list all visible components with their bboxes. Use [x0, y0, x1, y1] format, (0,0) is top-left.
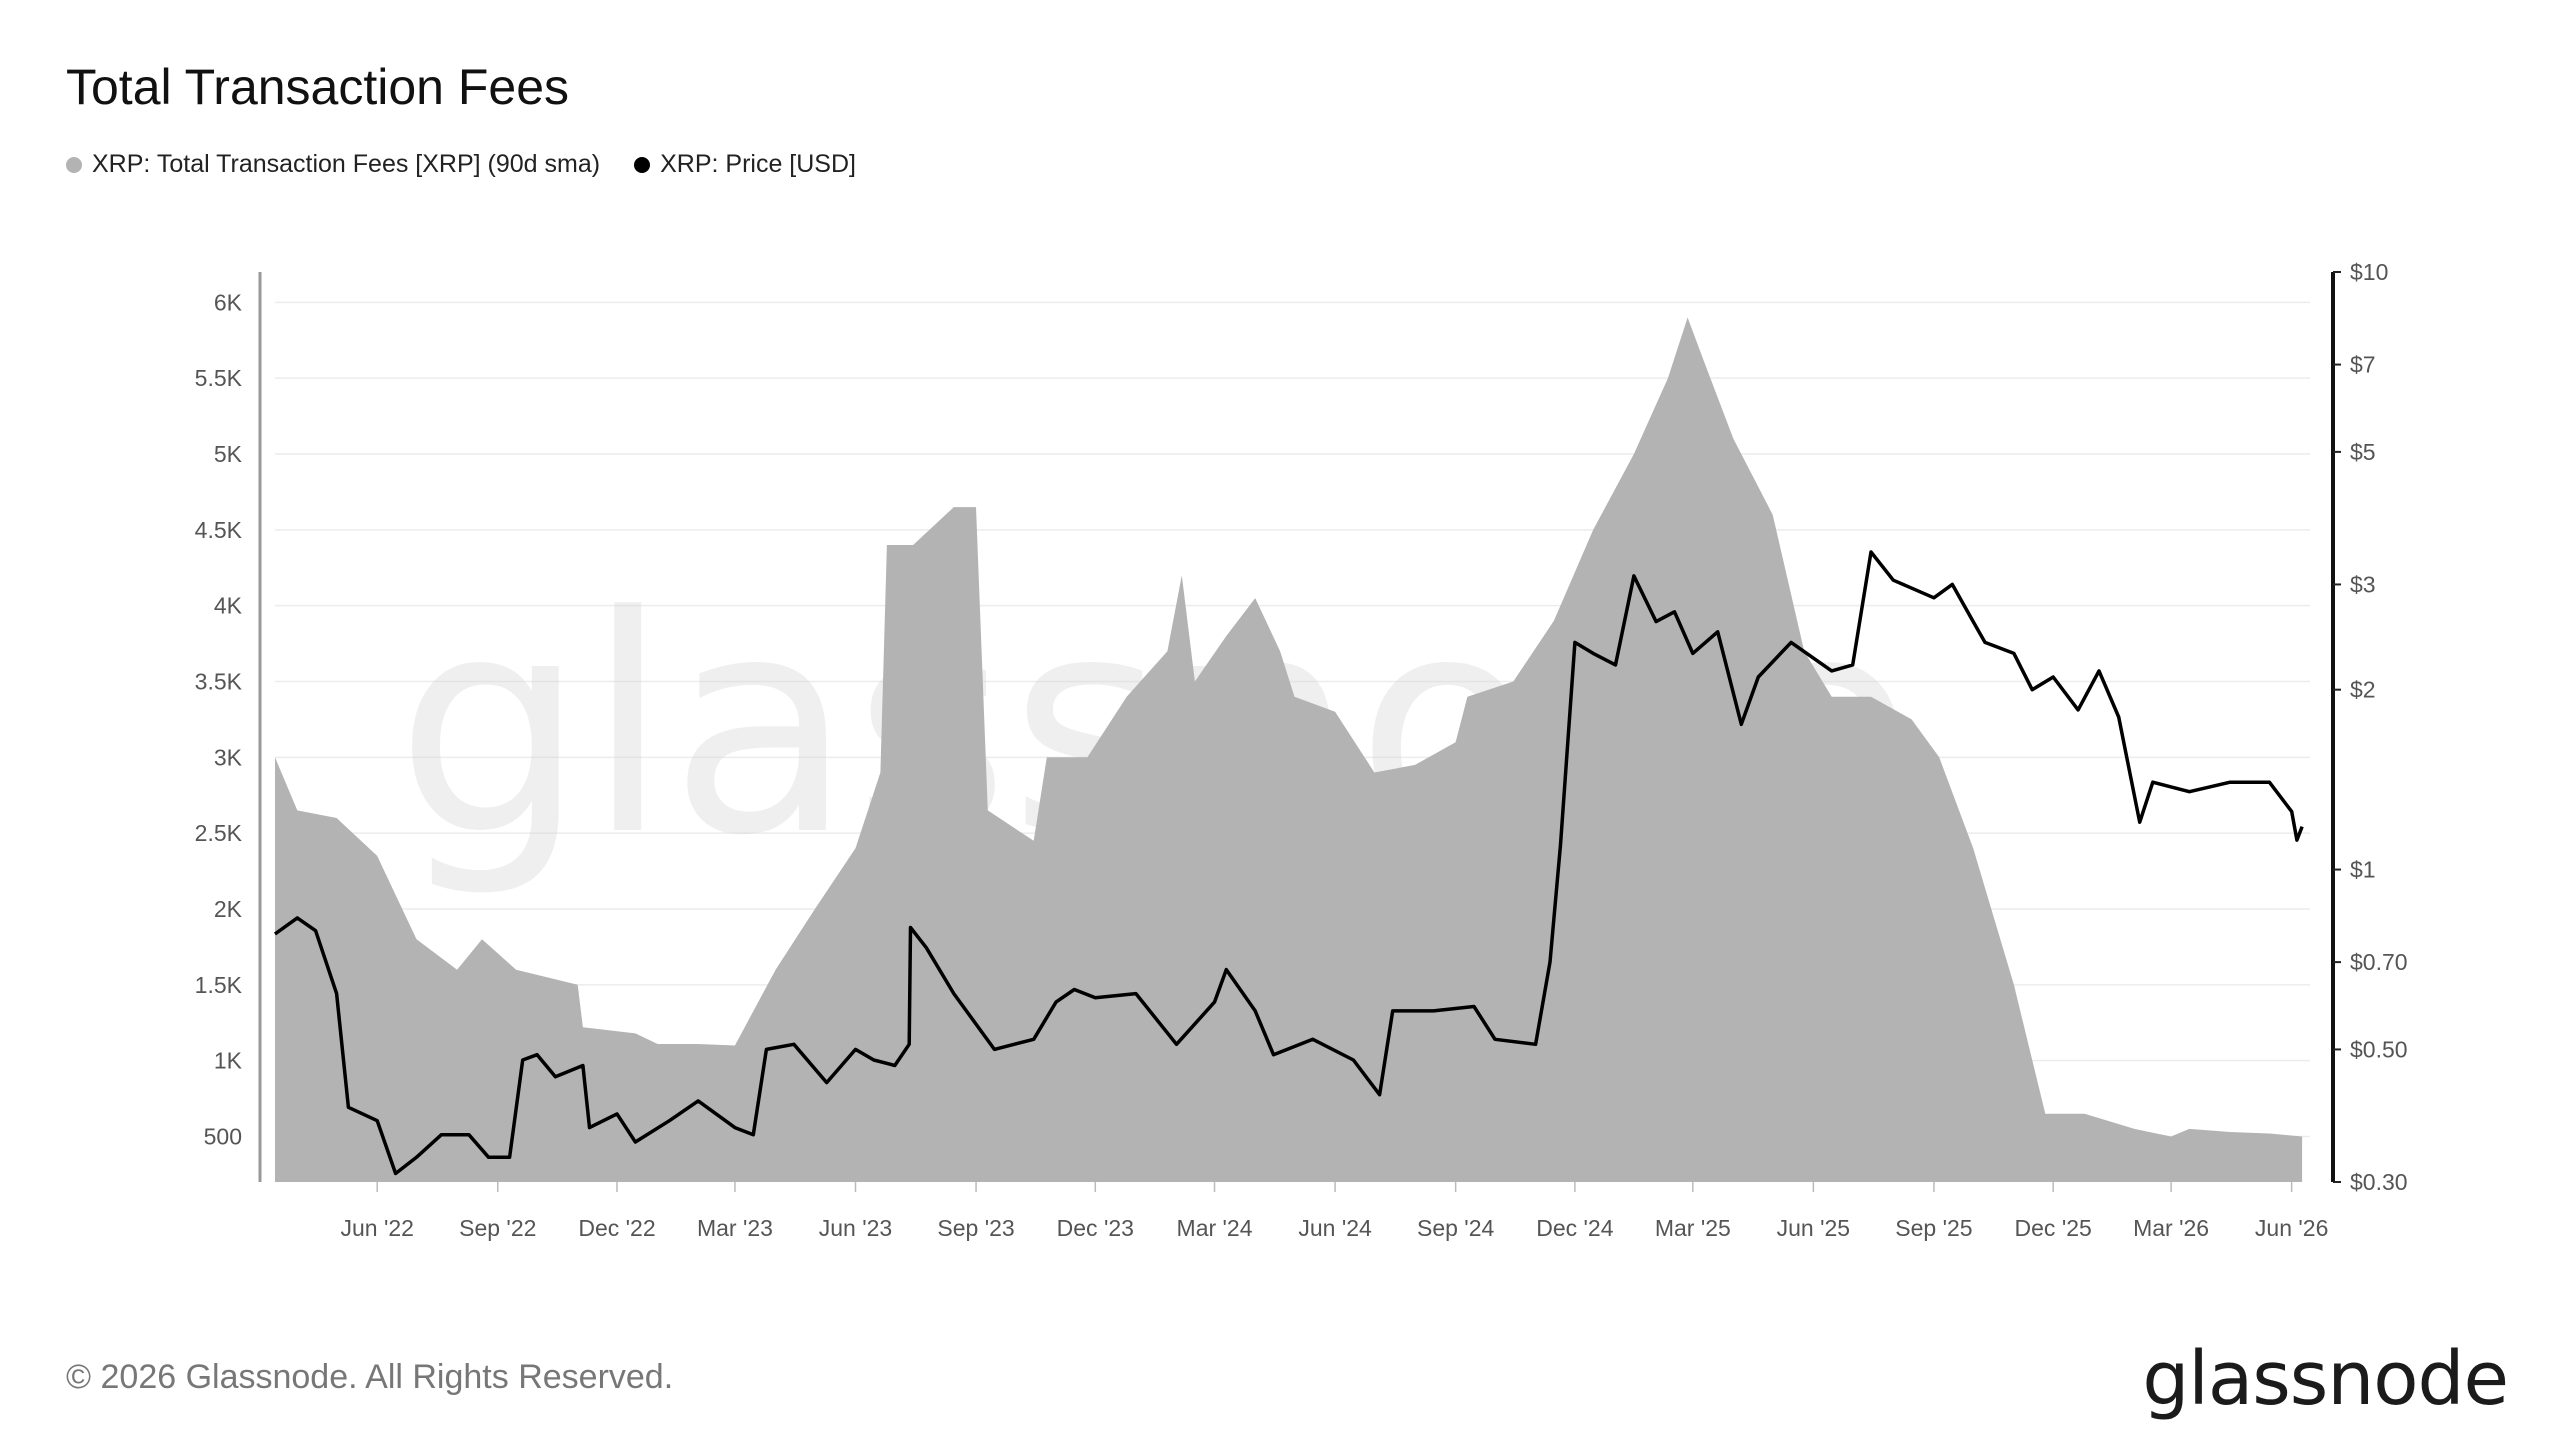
x-tick-label: Mar '25 [1655, 1215, 1731, 1241]
left-tick-label: 2.5K [195, 820, 243, 846]
x-tick-label: Jun '24 [1298, 1215, 1372, 1241]
right-tick-label: $10 [2350, 259, 2388, 285]
left-tick-label: 4.5K [195, 517, 243, 543]
left-tick-label: 6K [214, 289, 243, 315]
right-axis-ticks: $0.30 $0.50 $0.70 $1 $2 $3 $5 $7 $10 [2333, 259, 2408, 1195]
left-axis-ticks: 500 1K 1.5K 2K 2.5K 3K 3.5K 4K 4.5K 5K 5.5K 6K [195, 289, 243, 1149]
glassnode-logo[interactable]: glassnode [2142, 1336, 2509, 1422]
left-tick-label: 1K [214, 1048, 243, 1074]
x-tick-label: Dec '24 [1536, 1215, 1613, 1241]
x-tick-label: Sep '22 [459, 1215, 536, 1241]
left-tick-label: 5K [214, 441, 243, 467]
chart-area[interactable]: glassnode 5001K1.5K2K2.5K3K3.5K4K4.5K5K5… [0, 0, 2560, 1300]
legend-dot-price [634, 156, 651, 173]
legend-label-price: XRP: Price [USD] [660, 150, 856, 178]
x-tick-label: Sep '25 [1895, 1215, 1972, 1241]
left-tick-label: 2K [214, 896, 243, 922]
left-tick-label: 3K [214, 744, 243, 770]
legend: XRP: Total Transaction Fees [XRP] (90d s… [66, 150, 856, 179]
x-tick-label: Dec '23 [1057, 1215, 1134, 1241]
fees-area [275, 317, 2303, 1182]
right-tick-label: $2 [2350, 677, 2376, 703]
right-tick-label: $5 [2350, 439, 2376, 465]
right-tick-label: $3 [2350, 571, 2376, 597]
left-tick-label: 4K [214, 593, 243, 619]
x-tick-label: Dec '22 [578, 1215, 655, 1241]
legend-item-price[interactable]: XRP: Price [USD] [634, 150, 856, 179]
legend-item-fees[interactable]: XRP: Total Transaction Fees [XRP] (90d s… [66, 150, 600, 179]
x-tick-label: Jun '23 [819, 1215, 892, 1241]
x-tick-label: Dec '25 [2015, 1215, 2092, 1241]
price-line [273, 550, 2304, 1176]
copyright-footer: © 2026 Glassnode. All Rights Reserved. [66, 1358, 674, 1396]
legend-dot-fees [66, 156, 82, 173]
left-tick-label: 5.5K [195, 365, 243, 391]
x-tick-label: Mar '24 [1177, 1215, 1253, 1241]
left-tick-label: 1.5K [195, 972, 243, 998]
axes [258, 272, 2335, 1182]
right-tick-label: $0.70 [2350, 949, 2408, 975]
x-axis-ticks: Jun '22 Sep '22 Dec '22 Mar '23 Jun '23 Sep '… [340, 1182, 2328, 1241]
x-tick-label: Mar '26 [2133, 1215, 2209, 1241]
x-tick-label: Sep '24 [1417, 1215, 1494, 1241]
left-tick-label: 500 [204, 1124, 242, 1150]
x-tick-label: Jun '22 [340, 1215, 413, 1241]
x-tick-label: Jun '25 [1777, 1215, 1850, 1241]
x-tick-label: Sep '23 [937, 1215, 1014, 1241]
right-tick-label: $1 [2350, 857, 2376, 883]
x-tick-label: Jun '26 [2255, 1215, 2328, 1241]
right-tick-label: $0.50 [2350, 1036, 2408, 1062]
left-tick-label: 3.5K [195, 669, 243, 695]
chart-title: Total Transaction Fees [66, 59, 570, 115]
right-tick-label: $0.30 [2350, 1169, 2408, 1195]
fees-area-series [275, 317, 2303, 1182]
right-tick-label: $7 [2350, 352, 2376, 378]
legend-label-fees: XRP: Total Transaction Fees [XRP] (90d s… [92, 150, 601, 178]
price-line-series [273, 550, 2304, 1176]
x-tick-label: Mar '23 [697, 1215, 773, 1241]
